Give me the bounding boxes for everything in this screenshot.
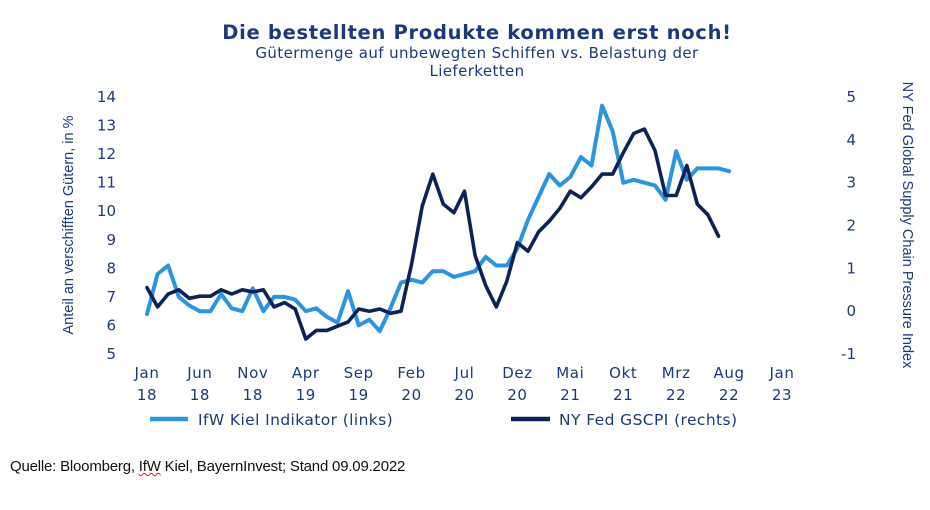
x-tick-month-label: Nov — [237, 364, 268, 382]
x-tick-year-label: 22 — [719, 386, 739, 404]
y-tick-left-label: 11 — [97, 174, 116, 192]
y-axis-left-label: Anteil an verschifften Gütern, in % — [61, 115, 77, 334]
x-tick-year-label: 20 — [454, 386, 474, 404]
series-line-ifw — [145, 103, 732, 334]
y-tick-left-label: 6 — [106, 316, 116, 334]
source-suffix: Kiel, BayernInvest; Stand 09.09.2022 — [160, 458, 406, 475]
y-tick-right-label: 2 — [846, 217, 856, 235]
source-ifw: IfW — [138, 458, 161, 475]
x-tick-year-label: 19 — [349, 386, 369, 404]
x-tick-year-label: 21 — [613, 386, 633, 404]
x-axis: Jan 18 Jun 18 Nov 18 Apr 19 Sep 19 Feb 20 Jul 20 Dez 20… — [134, 364, 795, 404]
y-axis-right: 5 4 3 2 1 0 -1 — [841, 88, 856, 363]
x-tick-year-label: 21 — [560, 386, 580, 404]
legend-label-ifw: IfW Kiel Indikator (links) — [198, 411, 393, 429]
x-tick-month-label: Jun — [186, 364, 212, 382]
chart-subtitle-line1: Gütermenge auf unbewegten Schiffen vs. B… — [255, 44, 699, 62]
y-tick-right-label: 0 — [846, 302, 856, 320]
y-tick-right-label: 1 — [846, 259, 856, 277]
x-tick-year-label: 19 — [296, 386, 316, 404]
x-tick-month-label: Apr — [292, 364, 320, 382]
x-tick-year-label: 18 — [190, 386, 210, 404]
source-prefix: Quelle: Bloomberg, — [10, 458, 139, 475]
plot-area — [145, 103, 732, 341]
legend: IfW Kiel Indikator (links) NY Fed GSCPI … — [150, 411, 737, 429]
y-tick-left-label: 12 — [97, 145, 116, 163]
x-tick-month-label: Jan — [769, 364, 795, 382]
y-axis-left: 14 13 12 11 10 9 8 7 6 5 — [97, 88, 116, 363]
y-tick-right-label: 5 — [846, 88, 856, 106]
x-tick-month-label: Dez — [502, 364, 532, 382]
y-tick-left-label: 8 — [106, 259, 116, 277]
x-tick-year-label: 18 — [137, 386, 157, 404]
x-tick-month-label: Jul — [454, 364, 475, 382]
y-tick-right-label: 3 — [846, 174, 856, 192]
y-tick-left-label: 7 — [106, 288, 116, 306]
y-tick-left-label: 10 — [97, 202, 116, 220]
series-line-gscpi — [145, 127, 721, 341]
y-tick-right-label: -1 — [841, 345, 856, 363]
y-tick-right-label: 4 — [846, 131, 856, 149]
y-tick-left-label: 9 — [106, 231, 116, 249]
y-tick-left-label: 14 — [97, 88, 116, 106]
chart-title: Die bestellten Produkte kommen erst noch… — [222, 21, 732, 44]
x-tick-year-label: 18 — [243, 386, 263, 404]
legend-label-gscpi: NY Fed GSCPI (rechts) — [559, 411, 737, 429]
y-tick-left-label: 13 — [97, 117, 116, 135]
x-tick-month-label: Feb — [397, 364, 425, 382]
y-tick-left-label: 5 — [106, 345, 116, 363]
x-tick-month-label: Sep — [344, 364, 374, 382]
x-tick-year-label: 22 — [666, 386, 686, 404]
x-tick-month-label: Okt — [609, 364, 637, 382]
x-tick-month-label: Aug — [714, 364, 745, 382]
x-tick-month-label: Mrz — [662, 364, 691, 382]
y-axis-right-label: NY Fed Global Supply Chain Pressure Inde… — [899, 82, 915, 369]
x-tick-year-label: 20 — [401, 386, 421, 404]
x-tick-year-label: 20 — [507, 386, 527, 404]
chart-subtitle-line2: Lieferketten — [429, 62, 524, 80]
x-tick-month-label: Mai — [556, 364, 584, 382]
source-note: Quelle: Bloomberg, IfW Kiel, BayernInves… — [10, 458, 405, 475]
x-tick-year-label: 23 — [772, 386, 792, 404]
x-tick-month-label: Jan — [134, 364, 160, 382]
